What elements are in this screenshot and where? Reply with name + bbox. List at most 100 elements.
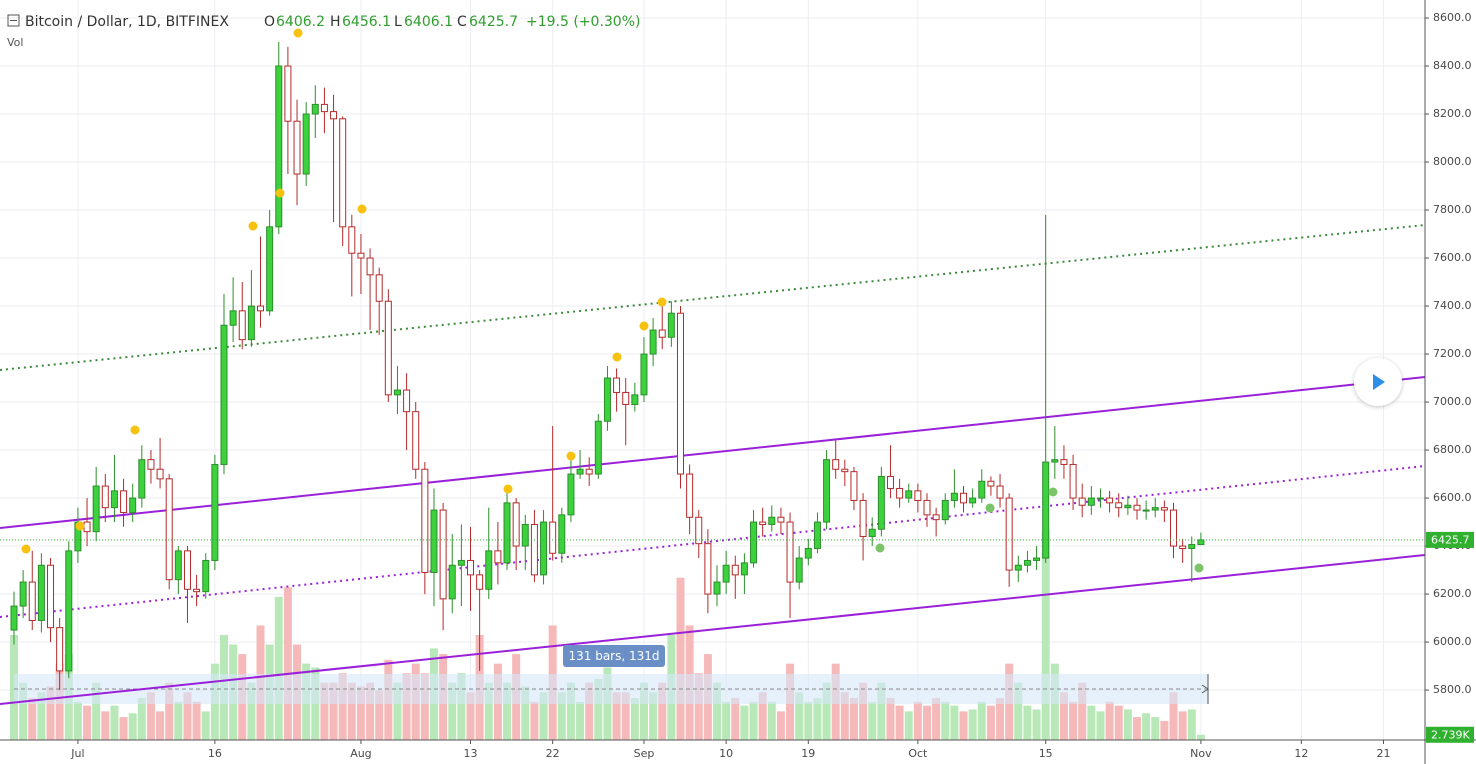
candle-body: [1115, 502, 1123, 509]
candle-body: [47, 564, 55, 629]
y-tick-label: 7000.0: [1433, 395, 1472, 408]
x-tick-label: Jul: [70, 747, 84, 760]
candle-body: [722, 564, 730, 583]
candle-body: [932, 514, 940, 521]
volume-bar: [165, 682, 174, 740]
volume-bar: [758, 692, 767, 740]
volume-bar: [904, 711, 913, 740]
candle-body: [576, 468, 584, 475]
volume-bar: [1187, 709, 1196, 740]
candle-body: [430, 509, 438, 573]
volume-bar: [1169, 692, 1178, 740]
candle-body: [211, 463, 219, 561]
candle-body: [914, 490, 922, 501]
candle-body: [339, 118, 347, 228]
candle-body: [1060, 459, 1068, 465]
marker: [357, 204, 367, 214]
candles: [0, 42, 1425, 691]
volume-bar: [767, 701, 776, 740]
volume-bar: [968, 709, 977, 740]
collapse-icon[interactable]: [7, 14, 20, 27]
candle-body: [960, 492, 968, 504]
candle-body: [494, 550, 502, 564]
candle-body: [448, 564, 456, 600]
candle-body: [804, 547, 812, 559]
candle-body: [567, 473, 575, 516]
volume-bar: [1087, 705, 1096, 740]
candle-body: [649, 329, 657, 355]
volume-bar: [1059, 692, 1068, 740]
candle-body: [238, 310, 246, 341]
y-tick-label: 6800.0: [1433, 443, 1472, 456]
candle-body: [759, 521, 767, 525]
ohlc-key: H: [330, 14, 341, 30]
volume-bar: [585, 682, 594, 740]
marker: [612, 352, 622, 362]
candle-body: [92, 485, 100, 533]
volume-bar: [932, 698, 941, 740]
candle-body: [941, 499, 949, 521]
candle-body: [1014, 564, 1022, 571]
candle-body: [1170, 509, 1178, 547]
volume-bar: [521, 686, 530, 740]
candle-body: [1160, 507, 1168, 511]
x-tick-label: Nov: [1190, 747, 1212, 760]
volume-bar: [859, 682, 868, 740]
legend: Bitcoin / Dollar, 1D, BITFINEX O 6406.2 …: [7, 14, 640, 49]
volume-bar: [986, 705, 995, 740]
marker: [293, 28, 303, 38]
volume-bar: [1142, 713, 1151, 740]
candle-body: [850, 471, 858, 501]
candle-body: [640, 353, 648, 396]
marker: [657, 297, 667, 307]
volume-bar: [941, 701, 950, 740]
volume-bar: [1151, 717, 1160, 740]
candle-body: [503, 502, 511, 564]
volume-bar: [612, 692, 621, 740]
volume-bar: [977, 701, 986, 740]
y-tick-label: 7400.0: [1433, 299, 1472, 312]
candle-body: [1033, 557, 1041, 561]
candle-body: [740, 562, 748, 576]
candle-body: [320, 103, 328, 113]
candle-body: [467, 559, 474, 576]
marker: [21, 544, 31, 554]
candle-body: [695, 516, 703, 545]
candle-body: [777, 516, 785, 523]
candle-body: [183, 550, 191, 590]
candle-body: [896, 487, 904, 499]
volume-bar: [776, 711, 785, 740]
channel-mid: [0, 465, 1425, 618]
volume-bar: [877, 682, 886, 740]
candle-body: [558, 514, 566, 554]
candle-body: [1023, 559, 1031, 566]
candle-body: [1069, 463, 1077, 499]
candle-body: [1096, 497, 1104, 500]
volume-bar: [722, 701, 731, 740]
volume-bar: [83, 705, 92, 740]
volume-bar: [466, 692, 475, 740]
candle-body: [987, 480, 995, 487]
volume-label-box: [1426, 726, 1474, 743]
candle-body: [375, 274, 383, 302]
volume-bar: [530, 701, 539, 740]
markers-green: [875, 487, 1204, 573]
volume-bar: [713, 682, 722, 740]
y-tick-label: 5800.0: [1433, 683, 1472, 696]
volume-bar: [950, 705, 959, 740]
volume-bar: [731, 698, 740, 740]
volume-bar: [73, 701, 82, 740]
marker: [275, 188, 285, 198]
candle-body: [823, 459, 831, 523]
volume-bar: [566, 682, 575, 740]
volume-bar: [329, 682, 338, 740]
volume-bar: [676, 577, 685, 740]
candle-body: [813, 521, 821, 549]
scroll-button[interactable]: [1354, 358, 1402, 406]
channel-top: [0, 376, 1425, 529]
x-tick-label: 12: [1294, 747, 1308, 760]
candle-body: [1179, 545, 1187, 549]
x-tick-label: 16: [208, 747, 222, 760]
volume-bar: [457, 673, 466, 740]
